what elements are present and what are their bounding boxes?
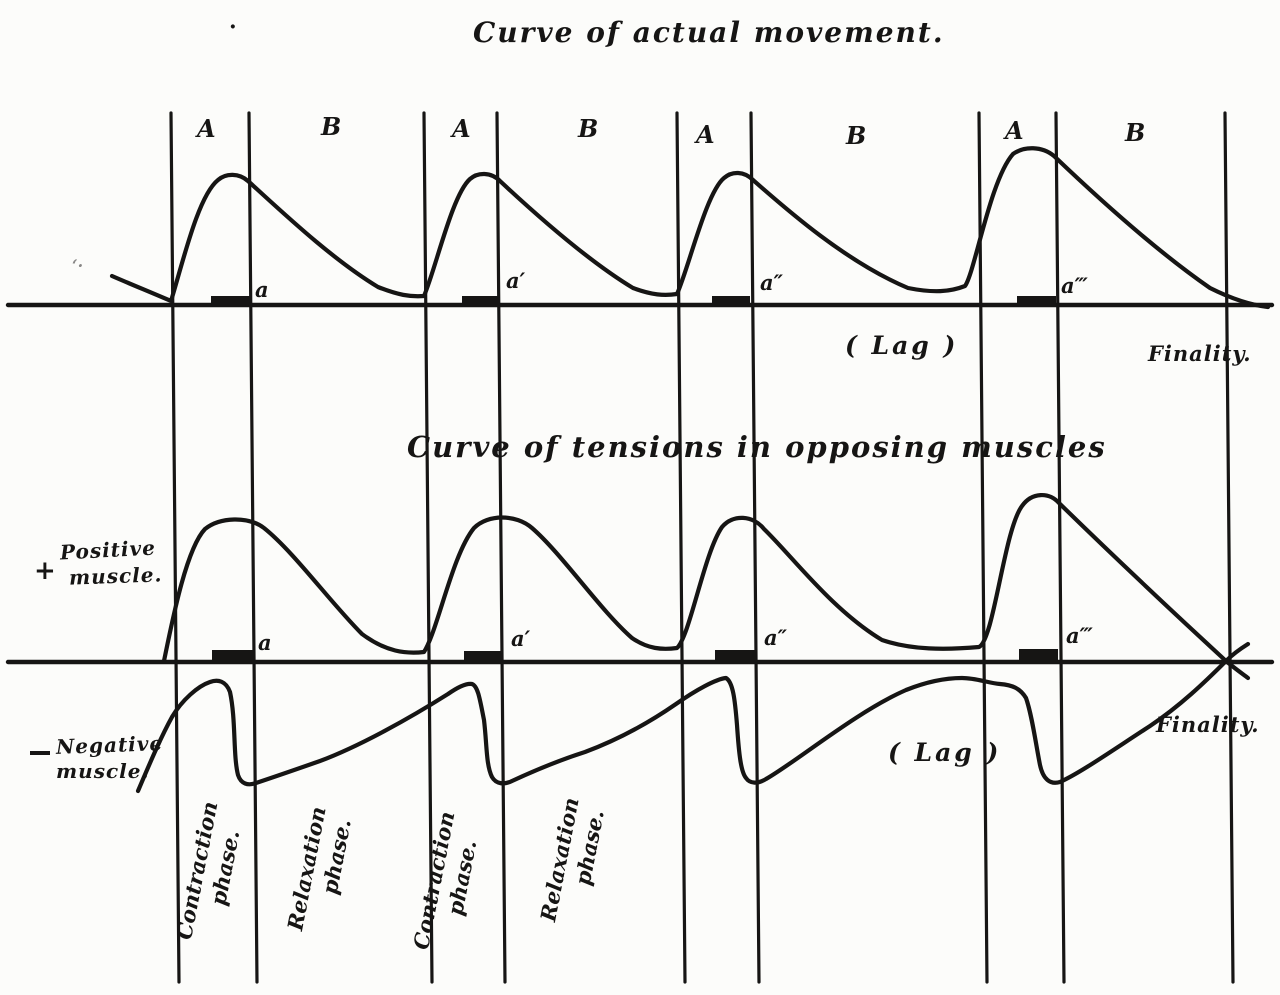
phase-label-A4: A: [1005, 116, 1024, 145]
phase-label-A3: A: [696, 120, 715, 149]
annotation-contraction-phase-1: Contraction phase.: [170, 799, 250, 947]
point-label-a3-bottom: a‴: [1066, 623, 1093, 648]
point-label-a2-top: a″: [760, 270, 783, 295]
phase-label-B1: B: [321, 112, 342, 141]
point-label-a-top: a: [255, 277, 269, 302]
point-label-a1-top: a′: [506, 268, 526, 293]
negative-muscle-label-line2: muscle.: [56, 759, 150, 783]
lag-bar-bottom-1: [212, 650, 253, 662]
lag-label-top: ( Lag ): [845, 331, 959, 360]
phase-label-B4: B: [1125, 118, 1146, 147]
plus-sign: +: [34, 556, 56, 586]
annotation-relaxation-phase-1: Relaxation phase.: [281, 804, 358, 937]
lag-bar-top-3: [712, 296, 750, 305]
point-label-a1-bottom: a′: [511, 626, 531, 651]
positive-muscle-label-line1: Positive: [59, 535, 157, 565]
lag-bar-top-1: [211, 296, 250, 305]
minus-sign: [30, 751, 50, 755]
lag-label-bottom: ( Lag ): [888, 738, 1002, 767]
point-label-a2-bottom: a″: [764, 625, 787, 650]
positive-muscle-label-line2: muscle.: [68, 562, 163, 590]
lag-bar-top-2: [462, 296, 500, 305]
finality-label-top: Finality.: [1148, 341, 1252, 366]
negative-muscle-label-line1: Negative: [55, 731, 164, 759]
lag-bar-bottom-2: [464, 651, 503, 662]
top-chart-title: Curve of actual movement.: [473, 16, 945, 49]
lag-bar-top-4: [1017, 296, 1056, 305]
movement-curve: [109, 146, 1271, 310]
point-label-a-bottom: a: [258, 630, 272, 655]
point-label-a3-top: a‴: [1061, 273, 1088, 298]
lag-bar-bottom-4: [1019, 649, 1058, 660]
phase-label-B2: B: [578, 114, 599, 143]
stray-smudge: ʻ·: [72, 256, 84, 275]
annotation-relaxation-phase-2: Relaxation phase.: [534, 795, 611, 928]
lag-bar-bottom-3: [715, 650, 757, 661]
phase-ruling-lines: [169, 111, 1235, 984]
phase-label-A1: A: [197, 114, 216, 143]
stray-dot: ·: [229, 14, 237, 40]
finality-label-bottom: Finality.: [1156, 712, 1260, 737]
phase-label-A2: A: [452, 114, 471, 143]
negative-muscle-curve: [135, 641, 1251, 794]
positive-muscle-curve: [161, 493, 1251, 681]
bottom-chart-title: Curve of tensions in opposing muscles: [407, 430, 1107, 464]
annotation-contraction-phase-2: Contraction phase.: [407, 809, 487, 957]
phase-label-B3: B: [846, 121, 867, 150]
